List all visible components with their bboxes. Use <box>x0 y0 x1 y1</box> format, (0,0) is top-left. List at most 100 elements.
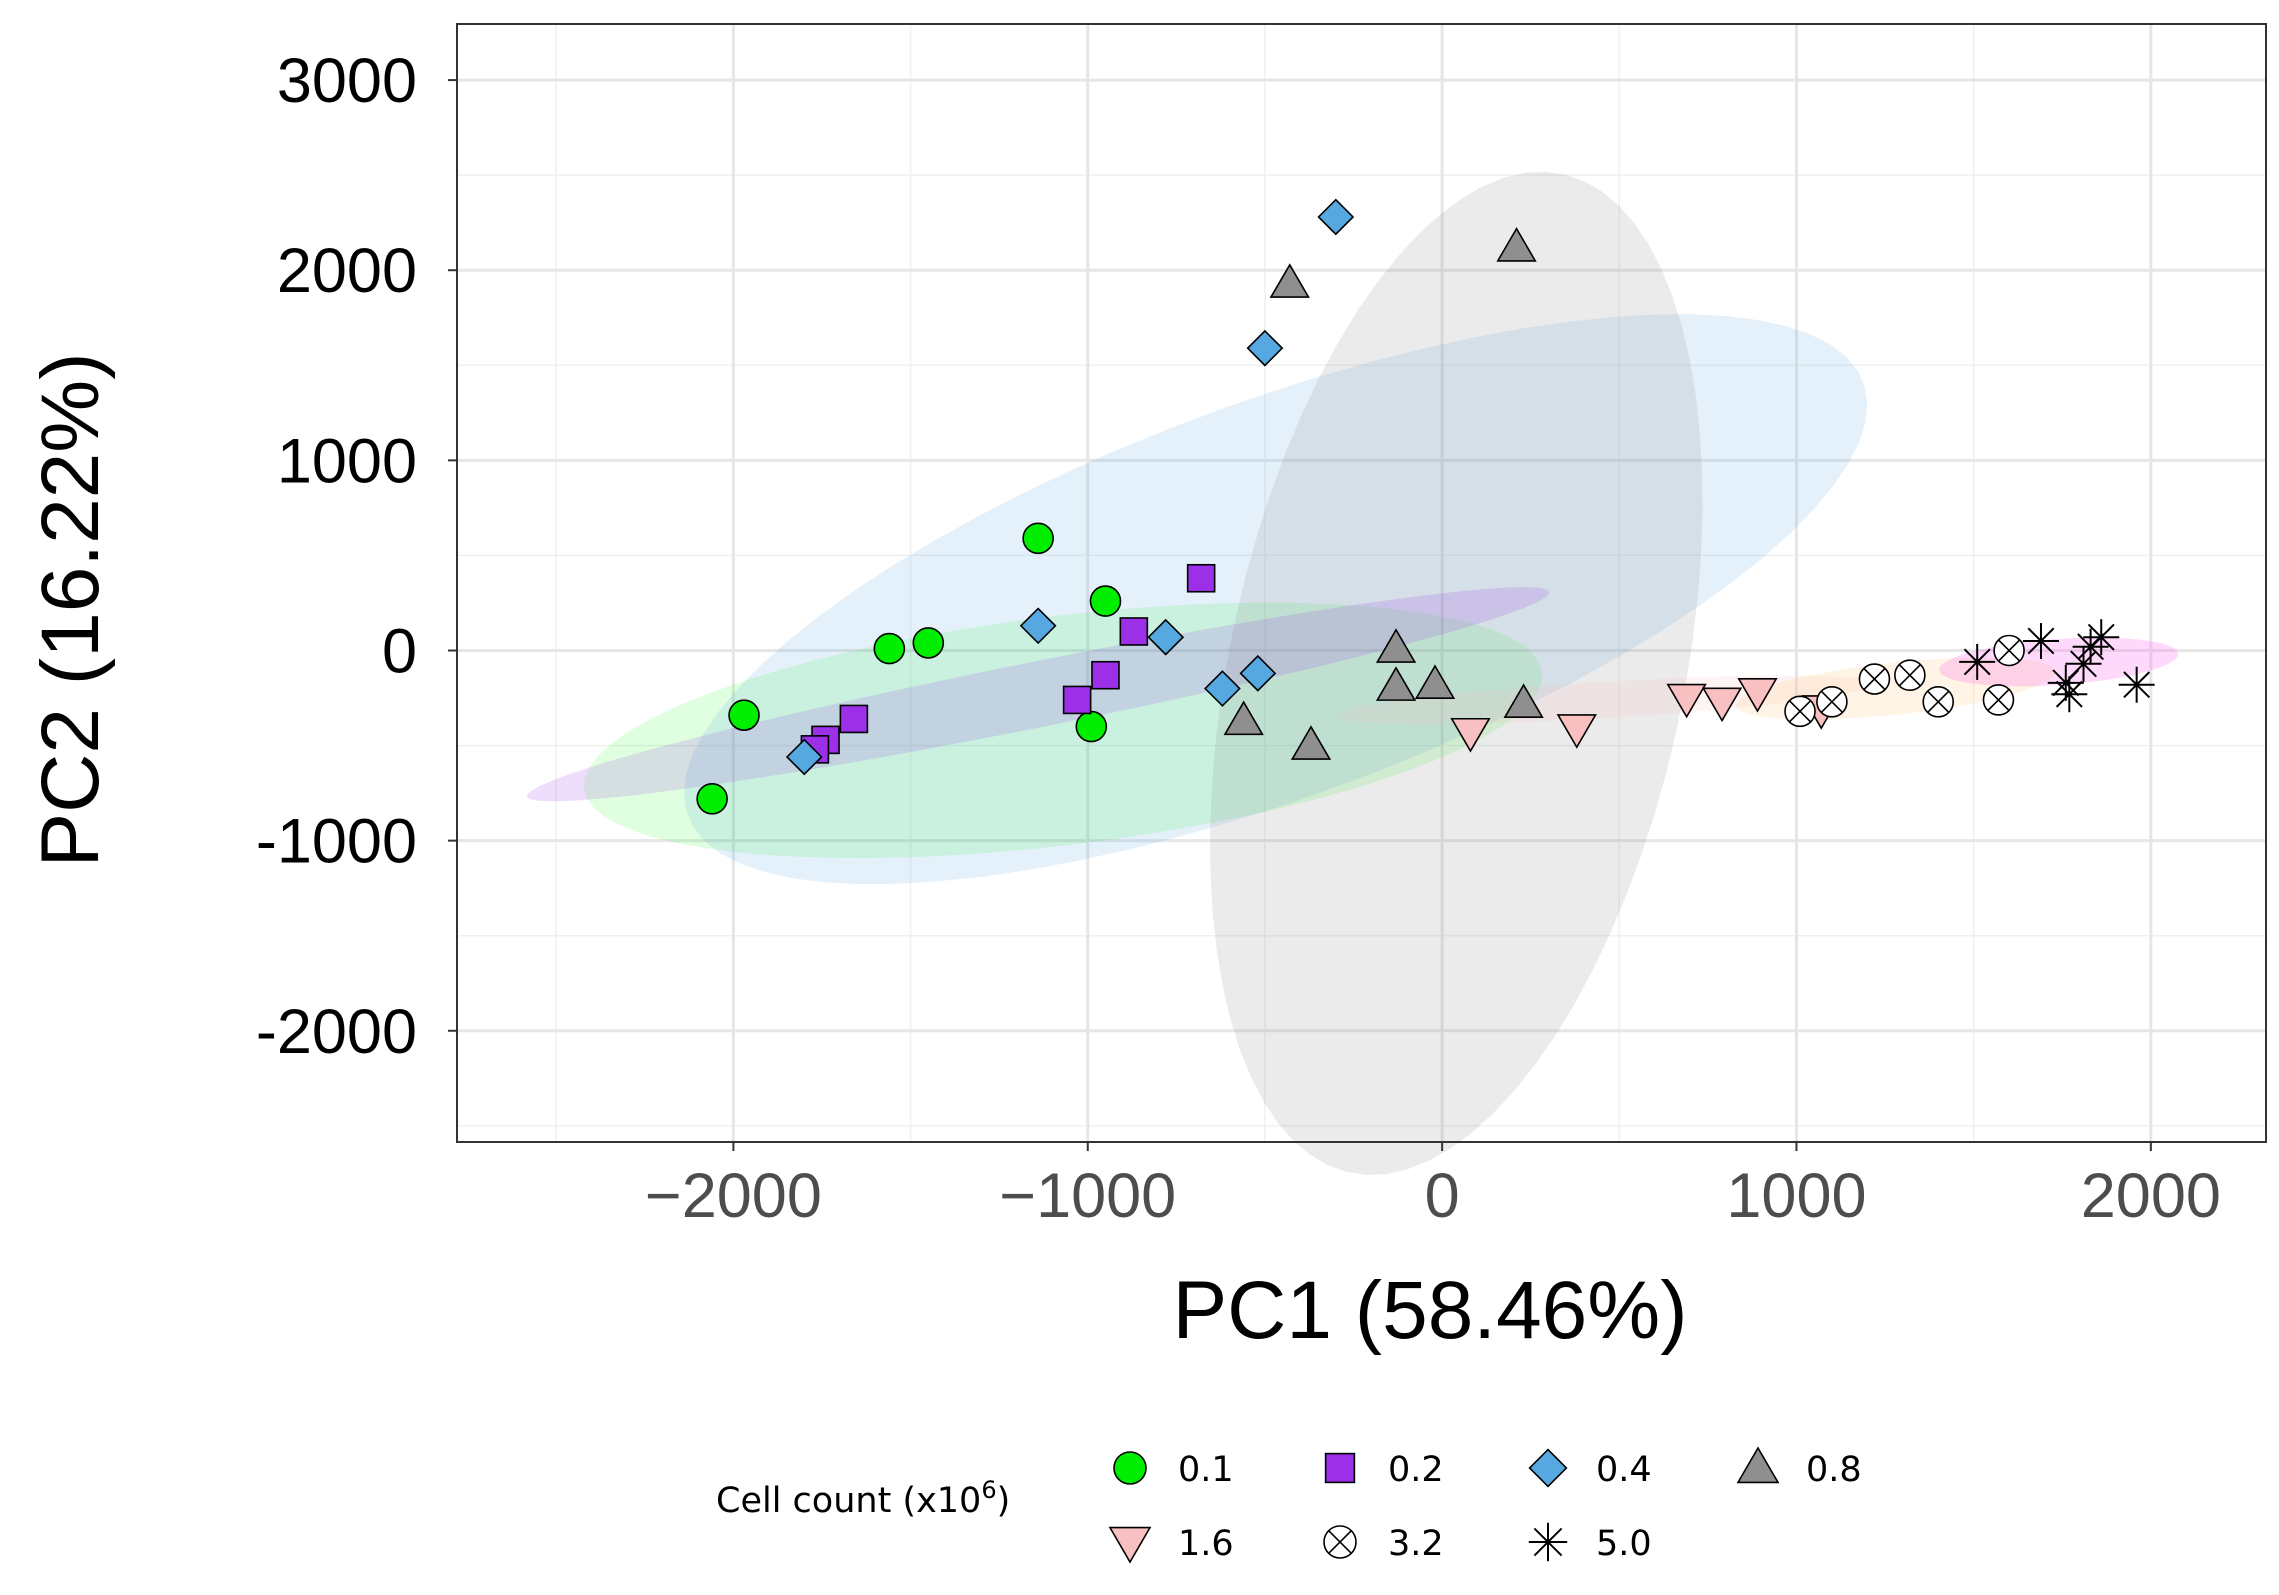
data-point <box>785 738 823 776</box>
data-point <box>1503 683 1544 719</box>
marker-cross <box>1997 639 2021 662</box>
marker-stroke <box>2087 623 2115 651</box>
legend-key <box>1108 1526 1152 1564</box>
x-axis-title: PC1 (58.46%) <box>1172 1265 1687 1356</box>
marker-stroke <box>2070 650 2097 678</box>
data-point <box>873 632 906 665</box>
legend-item-0.1: 0.1 <box>1113 1450 1234 1490</box>
data-point <box>1019 607 1057 645</box>
legend-item-0.2: 0.2 <box>1324 1450 1444 1490</box>
data-point <box>1894 659 1926 692</box>
legend-label: 0.8 <box>1806 1450 1862 1490</box>
data-points <box>696 198 2155 815</box>
legend-key <box>1736 1446 1780 1484</box>
marker-stroke <box>2123 671 2151 699</box>
marker-cross <box>1788 700 1812 723</box>
legend-key <box>1113 1451 1147 1485</box>
data-point <box>1062 685 1092 715</box>
plot-panel <box>456 23 2267 1175</box>
legend-label: 0.1 <box>1178 1450 1234 1490</box>
y-tick-label: 2000 <box>277 236 417 306</box>
marker-stroke <box>2027 627 2055 655</box>
data-point <box>2065 645 2102 682</box>
panel-border <box>456 23 2267 1143</box>
ellipse-0.4 <box>683 314 1868 885</box>
legend-label: 3.2 <box>1388 1524 1444 1564</box>
data-point <box>1858 663 1891 695</box>
data-point <box>1239 654 1277 692</box>
ellipse-0.2 <box>527 587 1549 802</box>
x-axis-ticks: −2000 −1000 0 1000 2000 <box>645 1142 2221 1231</box>
marker-cross <box>1898 664 1922 687</box>
data-point <box>1737 678 1778 713</box>
legend-item-5.0: 5.0 <box>1528 1522 1652 1564</box>
legend-item-0.4: 0.4 <box>1528 1448 1652 1490</box>
data-point <box>1119 617 1149 646</box>
data-point <box>1317 198 1355 236</box>
data-point <box>1246 329 1284 367</box>
x-tick-label: 2000 <box>2081 1161 2221 1231</box>
legend-label: 0.2 <box>1388 1450 1444 1490</box>
marker-stroke <box>2055 680 2083 708</box>
data-point <box>1022 522 1054 555</box>
data-point <box>1269 263 1310 298</box>
data-point <box>2051 676 2088 713</box>
x-tick-label: −1000 <box>999 1161 1176 1231</box>
series-3.2 <box>1784 634 2025 728</box>
data-point <box>1816 686 1848 718</box>
marker-cross <box>1328 1530 1352 1554</box>
y-tick-label: -2000 <box>256 997 417 1067</box>
ellipse-0.8 <box>1210 171 1703 1175</box>
grid-lines <box>457 24 2266 1142</box>
data-point <box>1075 710 1108 743</box>
legend-key <box>1528 1522 1568 1562</box>
series-0.4 <box>785 198 1355 776</box>
data-point <box>1556 714 1597 749</box>
data-point <box>1089 585 1122 617</box>
series-0.8 <box>1223 227 1544 760</box>
legend-key <box>1528 1448 1568 1488</box>
data-point <box>1091 660 1120 690</box>
x-tick-label: 0 <box>1425 1161 1460 1231</box>
confidence-ellipses <box>527 171 2179 1175</box>
data-point <box>1290 725 1332 760</box>
data-point <box>2022 622 2059 659</box>
legend-items: 0.1 0.2 0.4 0.8 1.6 3.2 5.0 <box>1108 1446 1862 1564</box>
series-0.1 <box>696 522 1122 815</box>
y-tick-label: 1000 <box>277 426 417 496</box>
legend-label: 5.0 <box>1596 1524 1652 1564</box>
data-point <box>1147 618 1185 656</box>
data-point <box>1701 687 1743 723</box>
series-5.0 <box>1959 619 2155 713</box>
data-point <box>839 704 869 734</box>
data-point <box>1993 634 2025 667</box>
data-point <box>1922 686 1955 718</box>
data-point <box>1496 227 1537 262</box>
y-tick-label: -1000 <box>256 807 417 877</box>
marker-stroke <box>1533 1527 1563 1557</box>
data-point <box>1666 683 1707 719</box>
data-point <box>2118 666 2155 703</box>
marker-cross <box>1820 690 1844 714</box>
data-point <box>1450 717 1491 753</box>
legend-item-3.2: 3.2 <box>1323 1524 1444 1564</box>
legend-label: 0.4 <box>1596 1450 1652 1490</box>
ellipse-0.1 <box>583 602 1542 858</box>
y-axis-title: PC2 (16.22%) <box>25 352 116 867</box>
y-axis-ticks: 3000 2000 1000 0 -1000 -2000 <box>256 46 457 1067</box>
data-point <box>912 627 945 659</box>
data-point <box>1959 643 1996 680</box>
data-point <box>1186 563 1216 593</box>
data-point <box>1223 700 1264 736</box>
data-point <box>1375 628 1417 663</box>
data-point <box>1784 695 1816 728</box>
data-point <box>1982 684 2015 716</box>
y-tick-label: 0 <box>382 616 417 686</box>
data-point <box>1414 664 1456 700</box>
marker-cross <box>1927 690 1950 714</box>
legend-key <box>1324 1452 1356 1484</box>
legend-title: Cell count (x106) <box>716 1476 1010 1521</box>
marker-cross <box>1863 667 1886 691</box>
y-tick-label: 3000 <box>277 46 417 116</box>
